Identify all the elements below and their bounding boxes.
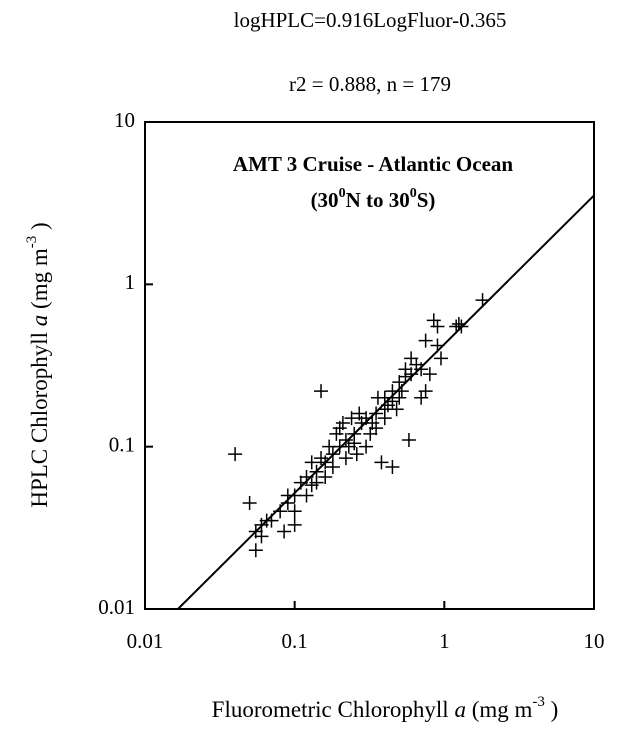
point xyxy=(293,475,308,490)
point xyxy=(394,384,409,399)
x-tick-label: 0.01 xyxy=(127,629,164,653)
chart-title: logHPLC=0.916LogFluor-0.365 xyxy=(234,8,507,32)
annotation-sup: 0 xyxy=(410,186,417,201)
label-part: Fluorometric Chlorophyll xyxy=(212,697,455,722)
point xyxy=(349,447,364,462)
annotation: AMT 3 Cruise - Atlantic Ocean xyxy=(233,152,513,176)
label-part: a xyxy=(454,697,466,722)
point xyxy=(254,529,269,544)
point xyxy=(280,488,295,503)
point xyxy=(299,488,314,503)
label-sup: -3 xyxy=(532,694,545,710)
y-tick-label: 0.01 xyxy=(98,595,135,619)
point xyxy=(401,432,416,447)
point xyxy=(304,478,319,493)
point xyxy=(392,375,407,390)
point xyxy=(422,367,437,382)
point xyxy=(433,351,448,366)
point xyxy=(304,455,319,470)
point xyxy=(359,439,374,454)
label-part: (mg m xyxy=(27,248,52,315)
point xyxy=(273,504,288,519)
point xyxy=(338,451,353,466)
point xyxy=(347,436,362,451)
annotation-part: N to 30 xyxy=(346,188,410,212)
point xyxy=(287,504,302,519)
x-tick-label: 1 xyxy=(439,629,450,653)
point xyxy=(369,421,384,436)
point xyxy=(426,313,441,328)
y-tick-label: 0.1 xyxy=(109,432,135,456)
point xyxy=(338,432,353,447)
point xyxy=(374,455,389,470)
label-part: a xyxy=(27,315,52,327)
annotation-part: (30 xyxy=(311,188,339,212)
y-tick-label: 10 xyxy=(114,108,135,132)
point xyxy=(385,394,400,409)
point xyxy=(398,369,413,384)
plot-frame xyxy=(144,121,595,610)
point xyxy=(344,411,359,426)
y-tick-label: 1 xyxy=(125,270,136,294)
point xyxy=(430,338,445,353)
point xyxy=(404,367,419,382)
point xyxy=(277,524,292,539)
point xyxy=(377,390,392,405)
point xyxy=(454,319,469,334)
point xyxy=(385,459,400,474)
point xyxy=(418,333,433,348)
point xyxy=(322,439,337,454)
chart-subtitle: r2 = 0.888, n = 179 xyxy=(289,72,451,96)
annotation: (300N to 300S) xyxy=(311,186,436,212)
point xyxy=(392,390,407,405)
point xyxy=(325,447,340,462)
x-axis-label: Fluorometric Chlorophyll a (mg m-3 ) xyxy=(212,694,559,722)
label-part: (mg m xyxy=(466,697,533,722)
point xyxy=(352,406,367,421)
annotation-part: S) xyxy=(417,188,436,212)
point xyxy=(259,513,274,528)
point xyxy=(242,495,257,510)
label-part: ) xyxy=(545,697,558,722)
point xyxy=(369,406,384,421)
label-part: ) xyxy=(27,222,52,235)
annotation-sup: 0 xyxy=(339,186,346,201)
point xyxy=(389,402,404,417)
point xyxy=(475,293,490,308)
point xyxy=(341,439,356,454)
point xyxy=(363,426,378,441)
point xyxy=(451,316,466,331)
point xyxy=(325,459,340,474)
point xyxy=(228,447,243,462)
point xyxy=(332,421,347,436)
fit-line xyxy=(177,194,595,610)
point xyxy=(318,470,333,485)
point xyxy=(409,357,424,372)
point xyxy=(430,319,445,334)
label-part: HPLC Chlorophyll xyxy=(27,326,52,507)
point xyxy=(314,451,329,466)
x-tick-label: 0.1 xyxy=(282,629,308,653)
point xyxy=(287,517,302,532)
point xyxy=(299,470,314,485)
y-axis-label: HPLC Chlorophyll a (mg m-3 ) xyxy=(24,222,52,507)
point xyxy=(248,543,263,558)
point xyxy=(329,426,344,441)
point xyxy=(314,384,329,399)
label-sup: -3 xyxy=(24,236,40,249)
point xyxy=(414,390,429,405)
x-tick-label: 10 xyxy=(584,629,605,653)
